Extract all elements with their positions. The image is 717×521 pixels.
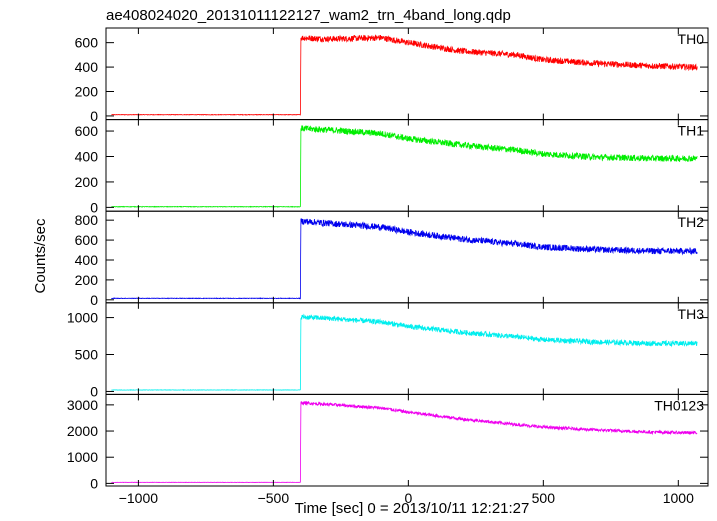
y-tick-label: 600 bbox=[75, 123, 99, 139]
y-tick-label: 1000 bbox=[67, 449, 98, 465]
panel-th1: 0 200 400 600 TH1 bbox=[75, 119, 709, 215]
panel-th0123: 0 1000 2000 3000 TH0123 bbox=[67, 393, 709, 491]
series-line-th2 bbox=[111, 218, 698, 300]
panel-label-th0: TH0 bbox=[678, 31, 705, 47]
panel-label-th2: TH2 bbox=[678, 214, 705, 230]
y-tick-label: 1000 bbox=[67, 310, 98, 326]
x-tick-label: 1000 bbox=[663, 490, 694, 506]
y-tick-label: 0 bbox=[90, 475, 98, 491]
x-tick-label: −500 bbox=[258, 490, 290, 506]
panel-label-th0123: TH0123 bbox=[654, 397, 704, 413]
x-tick-label: 500 bbox=[532, 490, 556, 506]
x-tick-label: 0 bbox=[404, 490, 412, 506]
y-tick-label: 200 bbox=[75, 84, 99, 100]
panel-th3: 0 500 1000 TH3 bbox=[67, 302, 709, 399]
y-axis-label: Counts/sec bbox=[32, 218, 49, 294]
y-tick-label: 3000 bbox=[67, 397, 98, 413]
y-tick-label: 500 bbox=[75, 347, 99, 363]
panel-th2: 0 200 400 600 800 TH2 bbox=[75, 210, 709, 308]
series-line-th0123 bbox=[111, 400, 698, 483]
series-line-th0 bbox=[111, 34, 698, 116]
series-line-th1 bbox=[111, 125, 698, 208]
y-tick-label: 400 bbox=[75, 252, 99, 268]
series-line-th3 bbox=[111, 313, 698, 391]
panel-frame bbox=[105, 210, 709, 304]
y-tick-label: 400 bbox=[75, 59, 99, 75]
y-tick-label: 600 bbox=[75, 232, 99, 248]
y-tick-label: 200 bbox=[75, 174, 99, 190]
x-tick-label: −1000 bbox=[119, 490, 159, 506]
chart-title: ae408024020_20131011122127_wam2_trn_4ban… bbox=[106, 7, 511, 24]
panel-label-th3: TH3 bbox=[678, 306, 705, 322]
y-tick-label: 0 bbox=[90, 292, 98, 308]
y-tick-label: 2000 bbox=[67, 423, 98, 439]
panels: 0 200 400 600 TH0 0 200 400 600 TH1 0 200 400 600 800 T… bbox=[67, 27, 709, 506]
panel-label-th1: TH1 bbox=[678, 123, 705, 139]
y-tick-label: 800 bbox=[75, 212, 99, 228]
panel-th0: 0 200 400 600 TH0 bbox=[75, 27, 709, 124]
panel-frame bbox=[105, 302, 709, 395]
panel-frame bbox=[105, 393, 709, 487]
y-tick-label: 400 bbox=[75, 148, 99, 164]
y-tick-label: 0 bbox=[90, 383, 98, 399]
y-tick-label: 0 bbox=[90, 199, 98, 215]
y-tick-label: 200 bbox=[75, 272, 99, 288]
x-axis-label: Time [sec] 0 = 2013/10/11 12:21:27 bbox=[295, 500, 530, 516]
y-tick-label: 0 bbox=[90, 108, 98, 124]
panel-frame bbox=[105, 119, 709, 212]
y-tick-label: 600 bbox=[75, 35, 99, 51]
